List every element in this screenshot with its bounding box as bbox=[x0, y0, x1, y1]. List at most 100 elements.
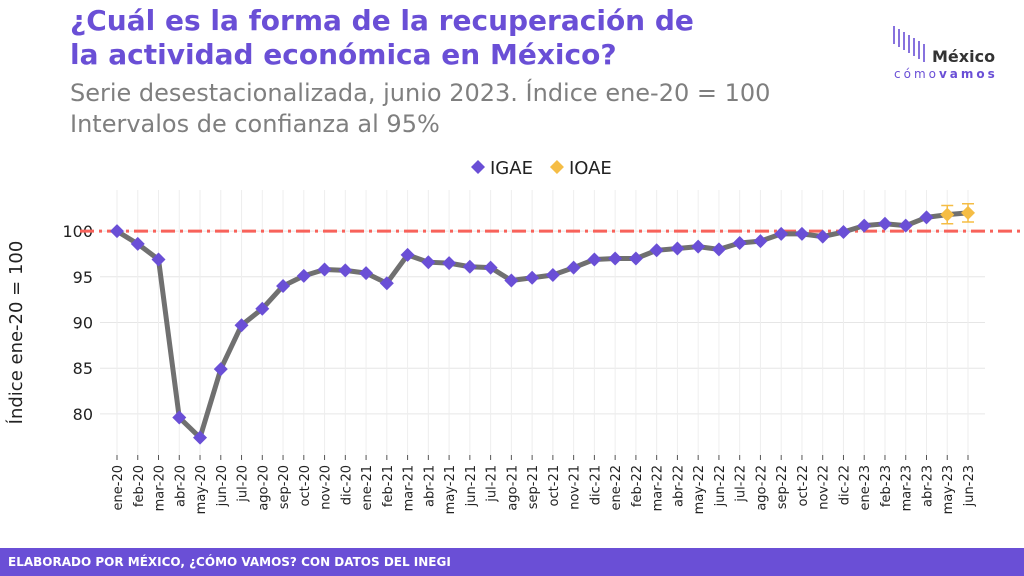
x-tick-label: ago-21 bbox=[505, 465, 520, 511]
x-tick-label: ene-20 bbox=[111, 465, 126, 510]
x-tick-label: feb-22 bbox=[630, 465, 645, 507]
marker bbox=[857, 218, 872, 233]
footer: ELABORADO POR MÉXICO, ¿CÓMO VAMOS? CON D… bbox=[0, 548, 1024, 576]
x-tick-label: nov-21 bbox=[568, 465, 583, 510]
x-tick-label: jul-22 bbox=[734, 465, 749, 503]
subtitle-line: Serie desestacionalizada, junio 2023. Ín… bbox=[70, 79, 771, 107]
x-tick-label: nov-22 bbox=[817, 465, 832, 510]
y-tick-label: 85 bbox=[73, 359, 93, 378]
x-tick-label: jun-22 bbox=[713, 465, 728, 507]
marker bbox=[442, 256, 457, 271]
marker bbox=[483, 260, 498, 275]
x-tick-label: oct-22 bbox=[796, 465, 811, 506]
x-tick-label: jul-20 bbox=[236, 465, 251, 503]
marker bbox=[753, 234, 768, 249]
marker bbox=[670, 241, 685, 256]
marker bbox=[525, 270, 540, 285]
marker bbox=[234, 318, 249, 333]
x-tick-label: ene-23 bbox=[858, 465, 873, 510]
marker bbox=[359, 266, 374, 281]
x-tick-label: dic-21 bbox=[588, 465, 603, 505]
x-tick-label: oct-20 bbox=[298, 465, 313, 506]
x-tick-label: abr-22 bbox=[671, 465, 686, 507]
marker bbox=[151, 252, 166, 267]
x-tick-label: may-23 bbox=[941, 465, 956, 514]
logo-bottom: cómovamos bbox=[894, 67, 998, 81]
y-tick-label: 80 bbox=[73, 405, 93, 424]
logo-top: México bbox=[932, 47, 995, 66]
marker bbox=[213, 362, 228, 377]
marker bbox=[711, 242, 726, 257]
x-tick-label: jul-21 bbox=[485, 465, 500, 503]
marker bbox=[193, 430, 208, 445]
subtitle: Serie desestacionalizada, junio 2023. Ín… bbox=[70, 78, 770, 140]
marker bbox=[255, 301, 270, 316]
legend-marker bbox=[549, 160, 564, 174]
marker bbox=[961, 205, 975, 220]
x-tick-label: may-22 bbox=[692, 465, 707, 514]
marker bbox=[462, 259, 477, 274]
marker bbox=[338, 263, 353, 278]
marker bbox=[296, 268, 311, 283]
legend-marker bbox=[471, 160, 485, 174]
marker bbox=[628, 251, 643, 266]
marker bbox=[379, 276, 394, 291]
marker bbox=[649, 243, 664, 258]
title-line: la actividad económica en México? bbox=[70, 38, 617, 71]
marker bbox=[877, 216, 892, 231]
marker bbox=[421, 255, 436, 270]
x-tick-label: feb-20 bbox=[132, 465, 147, 507]
x-tick-label: feb-21 bbox=[381, 465, 396, 507]
x-tick-label: ene-21 bbox=[360, 465, 375, 510]
logo-bold: vamos bbox=[939, 67, 998, 81]
marker bbox=[587, 252, 602, 267]
marker bbox=[691, 239, 706, 254]
x-tick-label: dic-20 bbox=[339, 465, 354, 505]
x-tick-label: abr-23 bbox=[920, 465, 935, 507]
marker bbox=[815, 229, 830, 244]
title: ¿Cuál es la forma de la recuperación de … bbox=[70, 4, 694, 72]
logo-light: cómo bbox=[894, 67, 939, 81]
legend-label: IOAE bbox=[569, 158, 612, 179]
x-tick-label: sep-21 bbox=[526, 465, 541, 509]
marker bbox=[545, 267, 560, 282]
marker bbox=[317, 262, 332, 277]
y-tick-label: 95 bbox=[73, 268, 93, 287]
marker bbox=[836, 225, 851, 240]
marker bbox=[566, 260, 581, 275]
marker bbox=[608, 251, 623, 266]
x-tick-label: mar-22 bbox=[651, 465, 666, 511]
x-tick-label: jun-21 bbox=[464, 465, 479, 507]
marker bbox=[898, 218, 913, 233]
x-tick-label: jun-23 bbox=[962, 465, 977, 507]
x-tick-label: abr-20 bbox=[173, 465, 188, 507]
marker bbox=[794, 226, 809, 241]
marker bbox=[732, 236, 747, 250]
marker bbox=[504, 273, 519, 288]
x-tick-label: dic-22 bbox=[837, 465, 852, 505]
logo: México cómovamos bbox=[893, 26, 998, 81]
marker bbox=[276, 278, 291, 293]
subtitle-line: Intervalos de confianza al 95% bbox=[70, 110, 440, 138]
marker bbox=[940, 207, 955, 222]
x-tick-label: may-20 bbox=[194, 465, 209, 514]
marker bbox=[774, 226, 789, 241]
x-tick-label: may-21 bbox=[443, 465, 458, 514]
x-tick-label: sep-20 bbox=[277, 465, 292, 509]
x-tick-label: mar-20 bbox=[153, 465, 168, 511]
marker bbox=[919, 210, 934, 225]
legend-label: IGAE bbox=[490, 158, 533, 179]
x-tick-label: nov-20 bbox=[319, 465, 334, 510]
marker bbox=[400, 247, 415, 262]
x-tick-label: feb-23 bbox=[879, 465, 894, 507]
x-tick-label: oct-21 bbox=[547, 465, 562, 506]
y-tick-label: 90 bbox=[73, 314, 93, 333]
x-tick-label: ago-20 bbox=[256, 465, 271, 511]
marker bbox=[130, 236, 145, 251]
x-tick-label: ago-22 bbox=[754, 465, 769, 511]
x-tick-label: ene-22 bbox=[609, 465, 624, 510]
y-tick-label: 100 bbox=[62, 222, 93, 241]
chart: 80 85 90 95 100 ene-20 feb-20 mar-20 abr-20 may-2… bbox=[5, 158, 1020, 514]
title-line: ¿Cuál es la forma de la recuperación de bbox=[70, 4, 694, 37]
